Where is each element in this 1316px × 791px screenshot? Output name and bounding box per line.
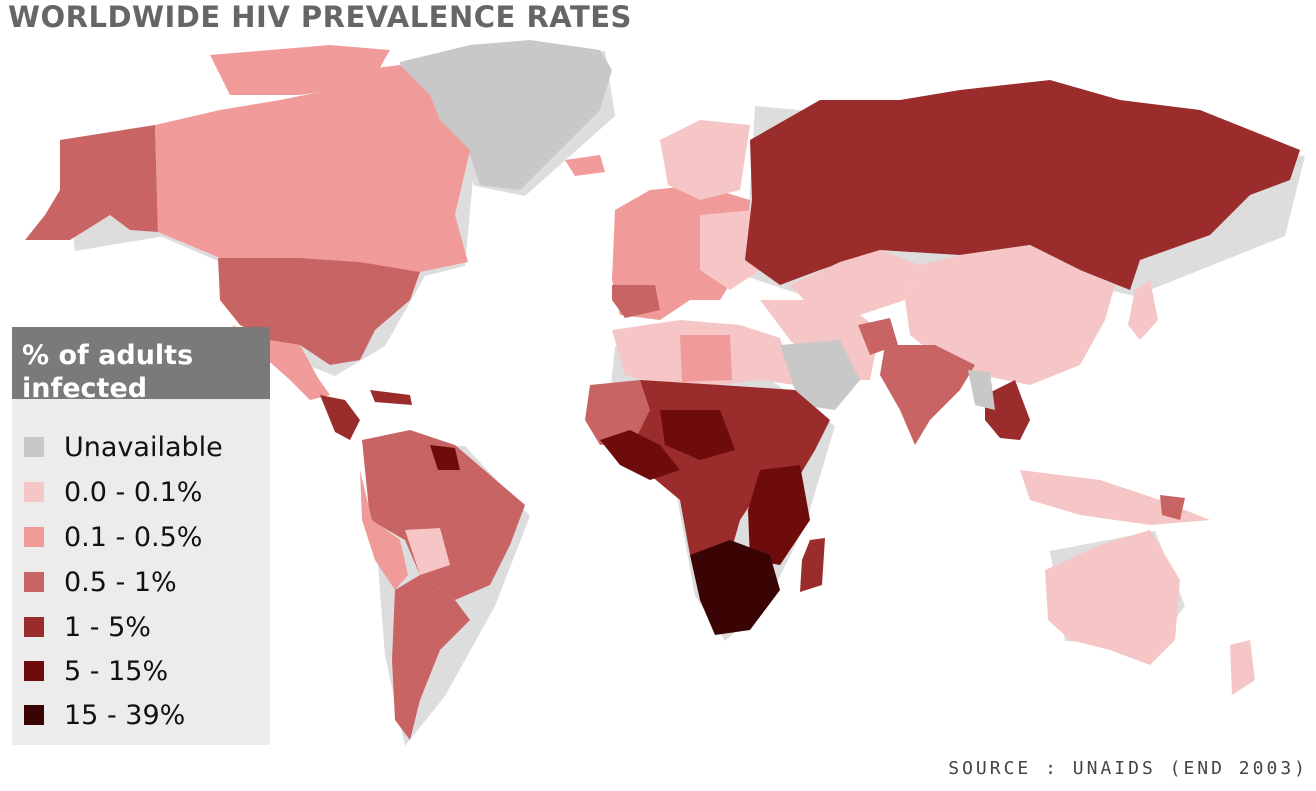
caribbean-region[interactable] (370, 390, 412, 405)
china-region[interactable] (905, 245, 1115, 385)
legend-item-0-1-0-5: 0.1 - 0.5% (24, 517, 202, 557)
legend-item-1-5: 1 - 5% (24, 607, 151, 647)
myanmar-region[interactable] (968, 370, 995, 410)
legend-swatch (24, 661, 44, 681)
legend-label: 0.1 - 0.5% (64, 521, 203, 553)
legend-item-0-0-1: 0.0 - 0.1% (24, 472, 202, 512)
southeast-asia-region[interactable] (985, 380, 1030, 440)
new-zealand-region[interactable] (1230, 640, 1255, 695)
saudi-arabia-region[interactable] (780, 340, 860, 410)
south-america-north-region[interactable] (362, 430, 525, 600)
legend-label: 5 - 15% (64, 655, 169, 687)
russia-region[interactable] (745, 80, 1300, 290)
legend-label: 15 - 39% (64, 699, 186, 731)
andes-region[interactable] (360, 470, 408, 590)
legend-swatch (24, 527, 44, 547)
legend-label: 0.0 - 0.1% (64, 476, 203, 508)
iberia-region[interactable] (612, 285, 660, 318)
legend-swatch (24, 617, 44, 637)
eastern-europe-region[interactable] (700, 210, 760, 290)
australia-region[interactable] (1045, 530, 1180, 665)
bolivia-region[interactable] (405, 528, 450, 575)
png-region[interactable] (1160, 495, 1185, 520)
east-africa-region[interactable] (748, 465, 810, 565)
source-note: SOURCE : UNAIDS (END 2003) (948, 758, 1308, 779)
southern-africa-region[interactable] (690, 540, 780, 635)
west-africa-high-region[interactable] (600, 430, 680, 480)
scandinavia-region[interactable] (660, 120, 750, 200)
legend-swatch (24, 437, 44, 457)
legend-header-line2: infected (22, 373, 148, 404)
legend: % of adults infected Unavailable 0.0 - 0… (12, 327, 270, 745)
central-africa-high-region[interactable] (660, 410, 735, 460)
legend-label: 1 - 5% (64, 611, 151, 643)
legend-item-0-5-1: 0.5 - 1% (24, 562, 177, 602)
greenland-region[interactable] (400, 40, 612, 190)
madagascar-region[interactable] (800, 538, 825, 592)
guyana-region[interactable] (430, 445, 460, 470)
japan-region[interactable] (1128, 280, 1158, 340)
legend-item-unavailable: Unavailable (24, 427, 223, 467)
legend-swatch (24, 705, 44, 725)
legend-item-15-39: 15 - 39% (24, 695, 185, 735)
indonesia-region[interactable] (1020, 470, 1210, 525)
legend-label: Unavailable (64, 431, 223, 463)
map-title: WORLDWIDE HIV PREVALENCE RATES (8, 0, 632, 34)
legend-swatch (24, 572, 44, 592)
kazakhstan-region[interactable] (790, 250, 920, 315)
canada-islands-region[interactable] (210, 45, 390, 95)
central-america-region[interactable] (320, 395, 360, 440)
legend-label: 0.5 - 1% (64, 566, 177, 598)
legend-header-line1: % of adults (22, 340, 194, 371)
legend-item-5-15: 5 - 15% (24, 651, 168, 691)
legend-header: % of adults infected (12, 327, 270, 404)
alaska-region[interactable] (25, 125, 158, 240)
canada-region[interactable] (155, 65, 470, 272)
legend-swatch (24, 482, 44, 502)
argentina-region[interactable] (392, 575, 470, 740)
india-region[interactable] (880, 345, 975, 445)
libya-region[interactable] (680, 335, 732, 382)
iceland-region[interactable] (565, 155, 605, 176)
